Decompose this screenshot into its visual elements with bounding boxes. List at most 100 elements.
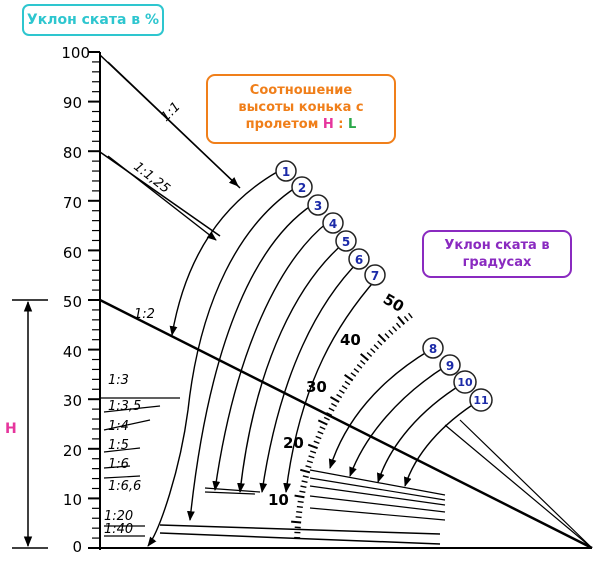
marker-arrows <box>147 171 481 547</box>
marker-4: 4 <box>322 212 344 234</box>
degree-tick <box>350 372 357 377</box>
ratio-title-l: L <box>348 117 357 132</box>
degree-tick <box>328 407 335 412</box>
degree-tick <box>388 329 394 335</box>
percent-ruler <box>88 51 101 550</box>
svg-text:7: 7 <box>371 269 379 283</box>
degree-tick <box>360 353 369 362</box>
degree-tick <box>403 315 409 322</box>
tick-label-90: 90 <box>63 94 82 112</box>
degree-tick <box>373 344 379 350</box>
degree-tick <box>299 490 306 493</box>
svg-text:6: 6 <box>355 253 363 267</box>
degree-tick <box>344 380 351 386</box>
ratio-labels: 1:1 1:1,25 1:2 1:3 1:3,5 1:4 1:5 1:6 1:6… <box>104 99 184 537</box>
marker-3: 3 <box>307 194 329 216</box>
slope-line-1-2 <box>99 298 593 550</box>
marker-8: 8 <box>422 337 444 359</box>
ratio-label-1-1: 1:1 <box>158 99 183 124</box>
ratio-label-1-3: 1:3 <box>108 373 129 388</box>
degree-tick <box>407 312 413 319</box>
ratio-label-1-20: 1:20 <box>104 509 133 524</box>
degree-tick <box>359 359 366 365</box>
degree-label-20: 20 <box>283 434 304 452</box>
degree-tick <box>300 468 311 474</box>
svg-text:4: 4 <box>329 217 337 231</box>
degree-tick <box>356 363 363 369</box>
degree-tick <box>366 351 373 357</box>
degree-tick <box>384 333 390 339</box>
tick-label-80: 80 <box>63 144 82 162</box>
numbered-markers: 1 2 3 4 5 6 7 8 9 10 11 <box>275 160 493 412</box>
height-dimension: H <box>5 299 48 549</box>
marker-5: 5 <box>335 230 357 252</box>
marker-1: 1 <box>275 160 297 182</box>
ratio-label-1-5: 1:5 <box>108 438 129 453</box>
degree-title-line-2: градусах <box>462 255 532 270</box>
degree-tick <box>377 340 383 346</box>
degree-tick <box>392 326 398 332</box>
svg-text:2: 2 <box>298 181 306 195</box>
marker-6: 6 <box>348 248 370 270</box>
degree-label-10: 10 <box>268 491 289 509</box>
degree-tick <box>370 348 376 354</box>
degree-label-50: 50 <box>380 290 407 316</box>
marker-9: 9 <box>439 354 461 376</box>
tick-label-50: 50 <box>63 293 82 311</box>
ratio-title-box: Соотношение высоты конька с пролетом H :… <box>206 74 396 144</box>
svg-text:8: 8 <box>429 342 437 356</box>
tick-label-70: 70 <box>63 194 82 212</box>
percent-tick-labels: 100 90 80 70 60 50 40 30 20 10 0 <box>61 44 90 556</box>
height-label: H <box>5 421 17 437</box>
marker-11: 11 <box>469 388 493 412</box>
degree-tick <box>397 316 406 325</box>
ratio-label-1-40: 1:40 <box>104 522 133 537</box>
svg-text:5: 5 <box>342 235 350 249</box>
tick-label-40: 40 <box>63 343 82 361</box>
degree-tick <box>319 426 326 430</box>
tick-label-100: 100 <box>61 44 90 62</box>
tick-label-10: 10 <box>63 491 82 509</box>
svg-text:9: 9 <box>446 359 454 373</box>
degree-title-box: Уклон ската в градусах <box>422 230 572 278</box>
degree-tick <box>341 385 348 390</box>
ratio-title-h: H <box>322 117 334 132</box>
degree-tick <box>294 494 305 499</box>
degree-tick <box>315 435 322 440</box>
degree-tick <box>317 430 324 435</box>
degree-tick <box>305 465 312 469</box>
degree-tick <box>302 475 309 479</box>
ratio-title-line-2: высоты конька с <box>238 100 364 115</box>
degree-tick <box>306 460 313 464</box>
degree-tick <box>326 412 333 417</box>
ratio-arrows <box>107 61 239 241</box>
degree-label-30: 30 <box>306 378 327 396</box>
degree-title-line-1: Уклон ската в <box>444 238 550 253</box>
degree-tick <box>297 500 304 504</box>
ratio-title-line-1: Соотношение <box>249 83 353 98</box>
degree-tick <box>291 520 302 524</box>
ratio-title-line-3: пролетом H : L <box>208 116 394 133</box>
tick-label-0: 0 <box>72 538 82 556</box>
degree-tick <box>336 393 343 399</box>
degree-tick <box>296 510 303 514</box>
degree-scale <box>291 312 413 539</box>
marker-2: 2 <box>291 176 313 198</box>
ratio-label-1-4: 1:4 <box>108 419 129 434</box>
ratio-label-1-6: 1:6 <box>108 457 129 472</box>
svg-text:1: 1 <box>282 165 290 179</box>
degree-tick <box>353 368 360 373</box>
ratio-label-1-66: 1:6,6 <box>108 479 141 494</box>
percent-title: Уклон ската в % <box>26 12 160 28</box>
degree-tick <box>313 440 320 445</box>
marker-7: 7 <box>364 264 386 286</box>
degree-label-40: 40 <box>340 331 361 349</box>
ratio-title-span-text: пролетом <box>245 117 319 132</box>
ratio-label-1-2: 1:2 <box>134 307 155 322</box>
degree-tick <box>308 455 315 459</box>
svg-text:10: 10 <box>457 376 473 389</box>
tick-label-20: 20 <box>63 442 82 460</box>
ratio-label-1-35: 1:3,5 <box>108 399 141 414</box>
degree-tick <box>307 443 318 450</box>
